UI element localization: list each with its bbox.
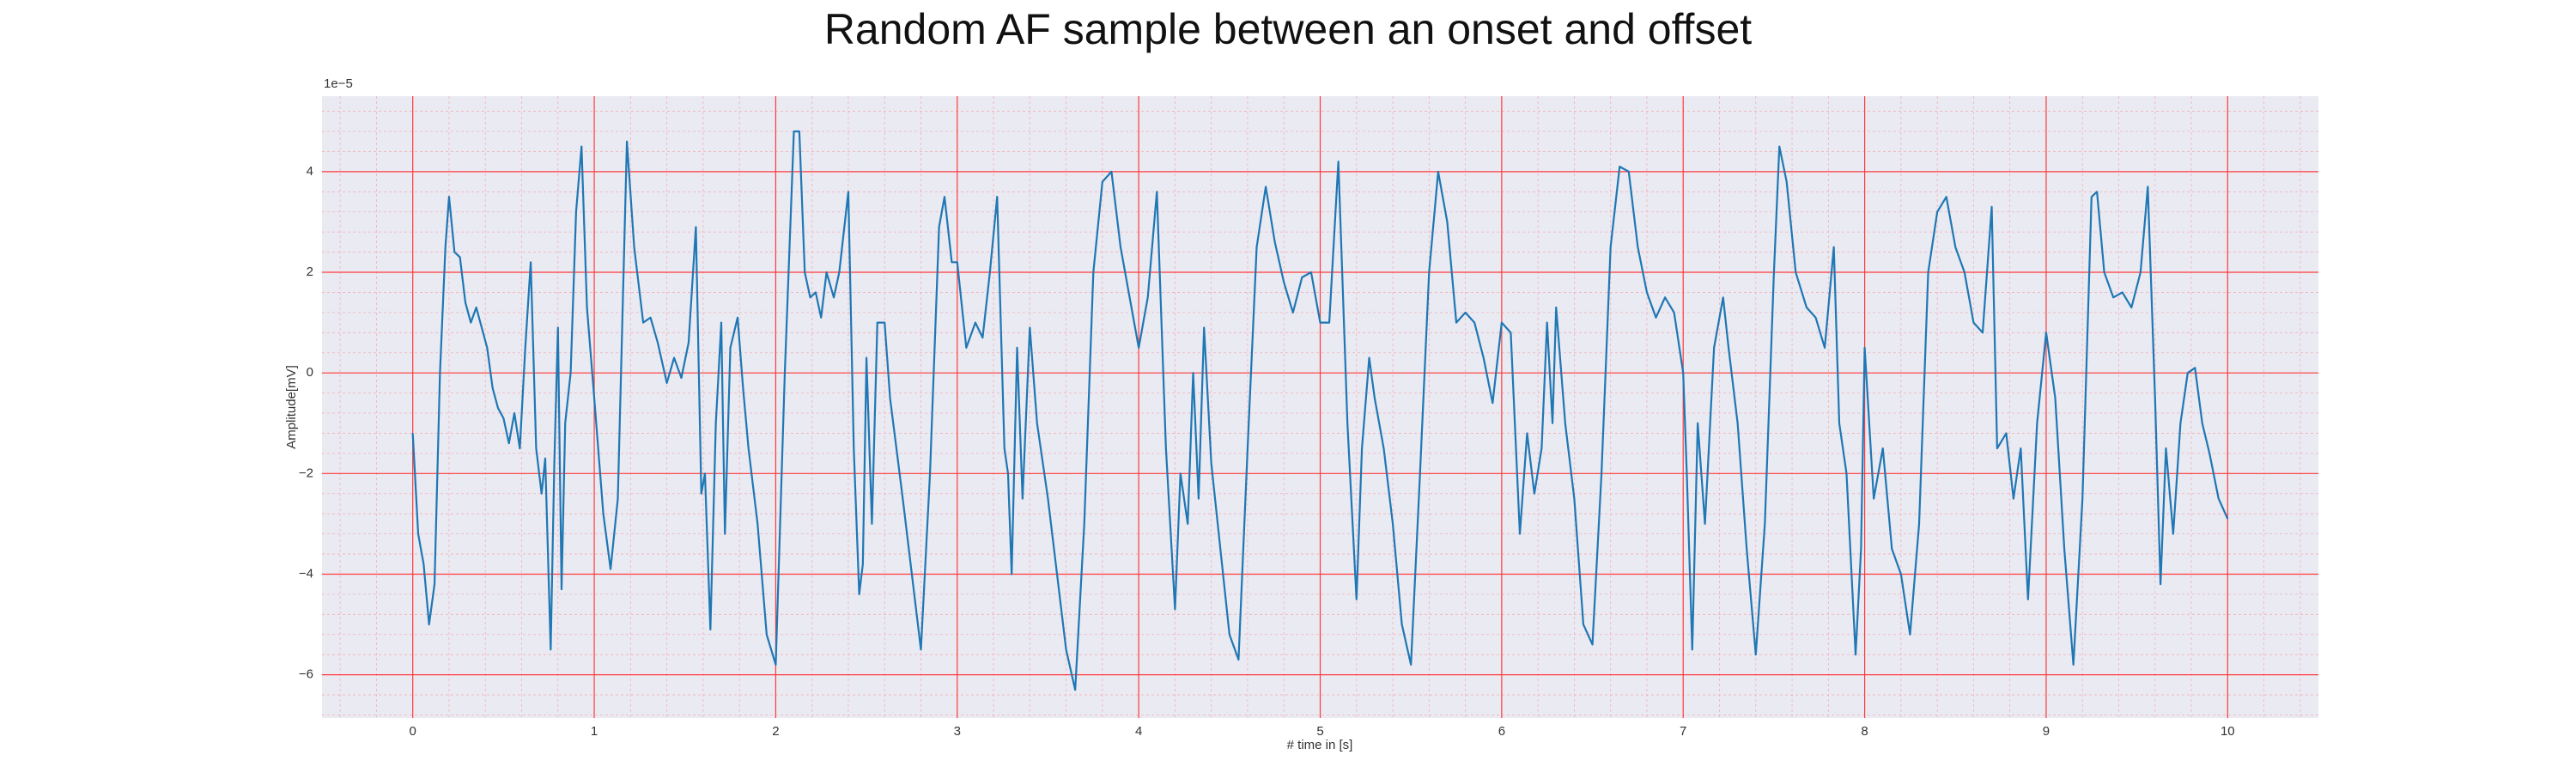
x-tick-label: 5 bbox=[1316, 724, 1323, 739]
x-axis-label: # time in [s] bbox=[1287, 738, 1353, 752]
y-tick-label: 2 bbox=[307, 265, 313, 279]
x-tick-label: 10 bbox=[2221, 724, 2235, 739]
y-offset-label: 1e−5 bbox=[324, 76, 353, 91]
x-tick-label: 3 bbox=[954, 724, 961, 739]
x-tick-label: 7 bbox=[1680, 724, 1686, 739]
x-tick-label: 0 bbox=[410, 724, 416, 739]
y-tick-label: 4 bbox=[307, 164, 313, 179]
x-tick-label: 9 bbox=[2043, 724, 2050, 739]
x-tick-label: 2 bbox=[772, 724, 779, 739]
y-axis-label: Amplitude[mV] bbox=[284, 365, 299, 449]
y-tick-label: −6 bbox=[299, 667, 313, 682]
x-tick-label: 6 bbox=[1498, 724, 1505, 739]
chart-title: Random AF sample between an onset and of… bbox=[824, 5, 1752, 53]
x-tick-label: 1 bbox=[591, 724, 598, 739]
y-tick-label: −2 bbox=[299, 466, 313, 480]
x-tick-label: 8 bbox=[1861, 724, 1868, 739]
x-tick-label: 4 bbox=[1135, 724, 1142, 739]
y-tick-label: −4 bbox=[299, 566, 313, 581]
y-tick-label: 0 bbox=[307, 365, 313, 380]
signal-line bbox=[411, 130, 2229, 691]
